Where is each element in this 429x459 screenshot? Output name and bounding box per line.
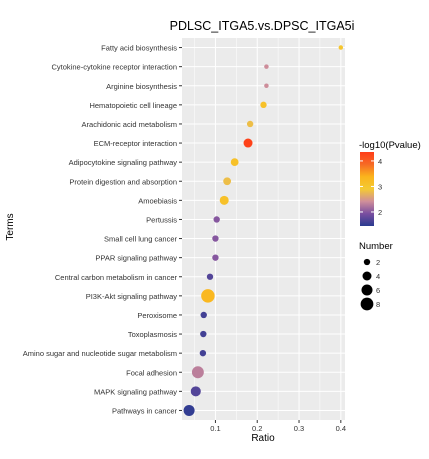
data-point: Cytokine-cytokine receptor interaction (264, 64, 269, 69)
y-tick-label: Hematopoietic cell lineage (89, 101, 177, 110)
y-tick-label: Small cell lung cancer (104, 235, 177, 244)
data-point: PPAR signaling pathway (212, 254, 219, 261)
x-axis-title: Ratio (251, 433, 275, 444)
data-point: Focal adhesion (191, 366, 204, 379)
y-tick-label: MAPK signaling pathway (94, 387, 177, 396)
y-tick-label: Pertussis (146, 215, 177, 224)
data-point: Adipocytokine signaling pathway (230, 158, 239, 167)
data-point: MAPK signaling pathway (190, 386, 201, 397)
y-tick-label: Peroxisome (137, 311, 177, 320)
data-point: Hematopoietic cell lineage (260, 101, 267, 109)
y-tick-label: Amino sugar and nucleotide sugar metabol… (23, 349, 177, 358)
y-tick-label: Fatty acid biosynthesis (101, 44, 177, 53)
colorbar-tick-label: 4 (378, 157, 382, 166)
y-tick-label: PI3K-Akt signaling pathway (86, 292, 178, 301)
color-legend-title: -log10(Pvalue) (359, 140, 421, 151)
x-tick-label: 0.2 (252, 424, 262, 433)
size-legend-label: 6 (376, 286, 380, 295)
chart-title: PDLSC_ITGA5.vs.DPSC_ITGA5i (170, 19, 355, 33)
size-legend: Number 2 4 6 8 (359, 241, 393, 311)
y-tick-label: Cytokine-cytokine receptor interaction (52, 63, 177, 72)
y-axis-title: Terms (5, 213, 16, 240)
y-tick-label: PPAR signaling pathway (95, 254, 177, 263)
y-tick-label: Pathways in cancer (112, 406, 178, 415)
color-legend: -log10(Pvalue) 2 3 4 (359, 140, 421, 226)
data-point: ECM-receptor interaction (243, 138, 253, 148)
y-tick-label: Focal adhesion (126, 368, 177, 377)
size-legend-dot (361, 284, 373, 296)
data-point: PI3K-Akt signaling pathway (201, 289, 215, 303)
size-legend-dot (360, 297, 374, 311)
y-tick-label: Toxoplasmosis (128, 330, 177, 339)
y-tick-label: Central carbon metabolism in cancer (55, 273, 178, 282)
x-axis: 0.1 0.2 0.3 0.4 (210, 420, 346, 433)
data-point: Central carbon metabolism in cancer (206, 273, 214, 280)
y-tick-label: Amoebiasis (138, 196, 177, 205)
data-point: Arginine biosynthesis (264, 83, 269, 88)
colorbar-tick-label: 3 (378, 182, 382, 191)
data-point: Amino sugar and nucleotide sugar metabol… (199, 349, 207, 357)
x-tick-label: 0.4 (336, 424, 346, 433)
size-legend-label: 4 (376, 272, 380, 281)
data-point: Toxoplasmosis (200, 330, 207, 338)
x-tick-label: 0.1 (210, 424, 220, 433)
data-point: Amoebiasis (219, 195, 229, 205)
y-tick-label: ECM-receptor interaction (94, 139, 177, 148)
size-legend-label: 2 (376, 258, 380, 267)
y-tick-label: Arginine biosynthesis (106, 82, 177, 91)
data-point: Arachidonic acid metabolism (246, 120, 254, 128)
data-point: Protein digestion and absorption (223, 177, 232, 186)
colorbar-tick-label: 2 (378, 208, 382, 217)
data-point: Small cell lung cancer (212, 235, 219, 242)
y-tick-label: Adipocytokine signaling pathway (69, 158, 178, 167)
y-tick-labels: Fatty acid biosynthesis Cytokine-cytokine… (23, 44, 182, 415)
size-legend-dot (362, 271, 372, 281)
data-point: Fatty acid biosynthesis (338, 45, 344, 50)
plot-panel: PI3K-Akt signaling pathway Focal adhesion… (182, 38, 345, 420)
size-legend-label: 8 (376, 300, 380, 309)
data-point: Pathways in cancer (183, 404, 195, 416)
y-tick-label: Arachidonic acid metabolism (82, 120, 177, 129)
size-legend-dot (363, 258, 371, 266)
y-tick-label: Protein digestion and absorption (69, 177, 177, 186)
data-point: Pertussis (213, 216, 220, 223)
panel-background (182, 38, 345, 420)
size-legend-title: Number (359, 241, 393, 252)
colorbar (360, 152, 374, 226)
data-point: Peroxisome (200, 311, 207, 319)
x-tick-label: 0.3 (294, 424, 304, 433)
